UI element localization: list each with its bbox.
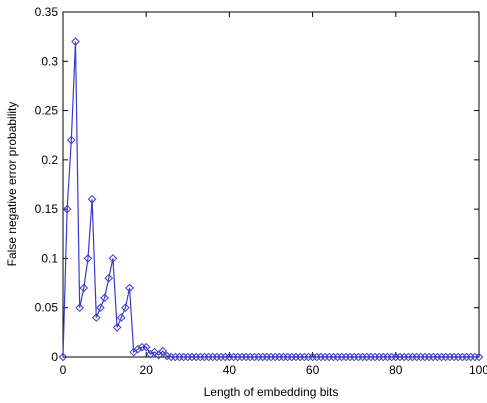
data-point-marker <box>108 254 118 263</box>
data-point-marker <box>104 273 114 283</box>
data-point-marker <box>100 293 109 303</box>
y-axis-title: False negative error probability <box>5 102 19 267</box>
y-tick-label: 0.25 <box>35 104 59 118</box>
data-point-marker <box>83 254 93 263</box>
data-point-marker <box>474 352 484 362</box>
y-tick-label: 0.05 <box>35 301 59 315</box>
data-point-marker <box>154 350 163 360</box>
x-tick-label: 20 <box>140 363 154 377</box>
x-tick-label: 80 <box>389 363 403 377</box>
data-point-marker <box>112 323 122 332</box>
x-tick-label: 40 <box>223 363 237 377</box>
y-tick-label: 0.3 <box>41 54 58 68</box>
data-point-marker <box>75 303 84 313</box>
data-point-marker <box>91 313 101 322</box>
data-point-marker <box>67 135 76 145</box>
data-point-marker <box>133 344 143 354</box>
data-point-marker <box>87 194 97 204</box>
y-tick-label: 0 <box>51 350 58 364</box>
plot-area <box>62 11 480 358</box>
data-point-marker <box>158 346 168 356</box>
data-point-marker <box>141 342 151 352</box>
x-axis-title: Length of embedding bits <box>204 385 339 399</box>
axis-ticks: 0 20 40 60 80 100 0 0.05 0.1 0.15 0.2 0.25 0.3 0.35 <box>35 5 487 377</box>
y-tick-label: 0.35 <box>35 5 59 19</box>
data-point-marker <box>150 347 159 357</box>
y-tick-label: 0.2 <box>41 153 58 167</box>
data-point-marker <box>62 204 72 214</box>
y-tick-label: 0.15 <box>35 202 59 216</box>
data-point-marker <box>58 352 68 362</box>
data-point-marker <box>71 37 80 46</box>
data-point-marker <box>96 303 105 313</box>
x-tick-label: 60 <box>306 363 320 377</box>
data-point-marker <box>79 283 89 293</box>
data-point-marker <box>146 349 155 359</box>
x-tick-label: 0 <box>60 363 67 377</box>
y-tick-label: 0.1 <box>41 251 58 265</box>
x-tick-label: 100 <box>469 363 487 377</box>
data-point-marker <box>116 313 126 322</box>
data-point-marker <box>125 283 134 293</box>
series-group <box>58 37 484 362</box>
data-point-marker <box>121 303 130 313</box>
